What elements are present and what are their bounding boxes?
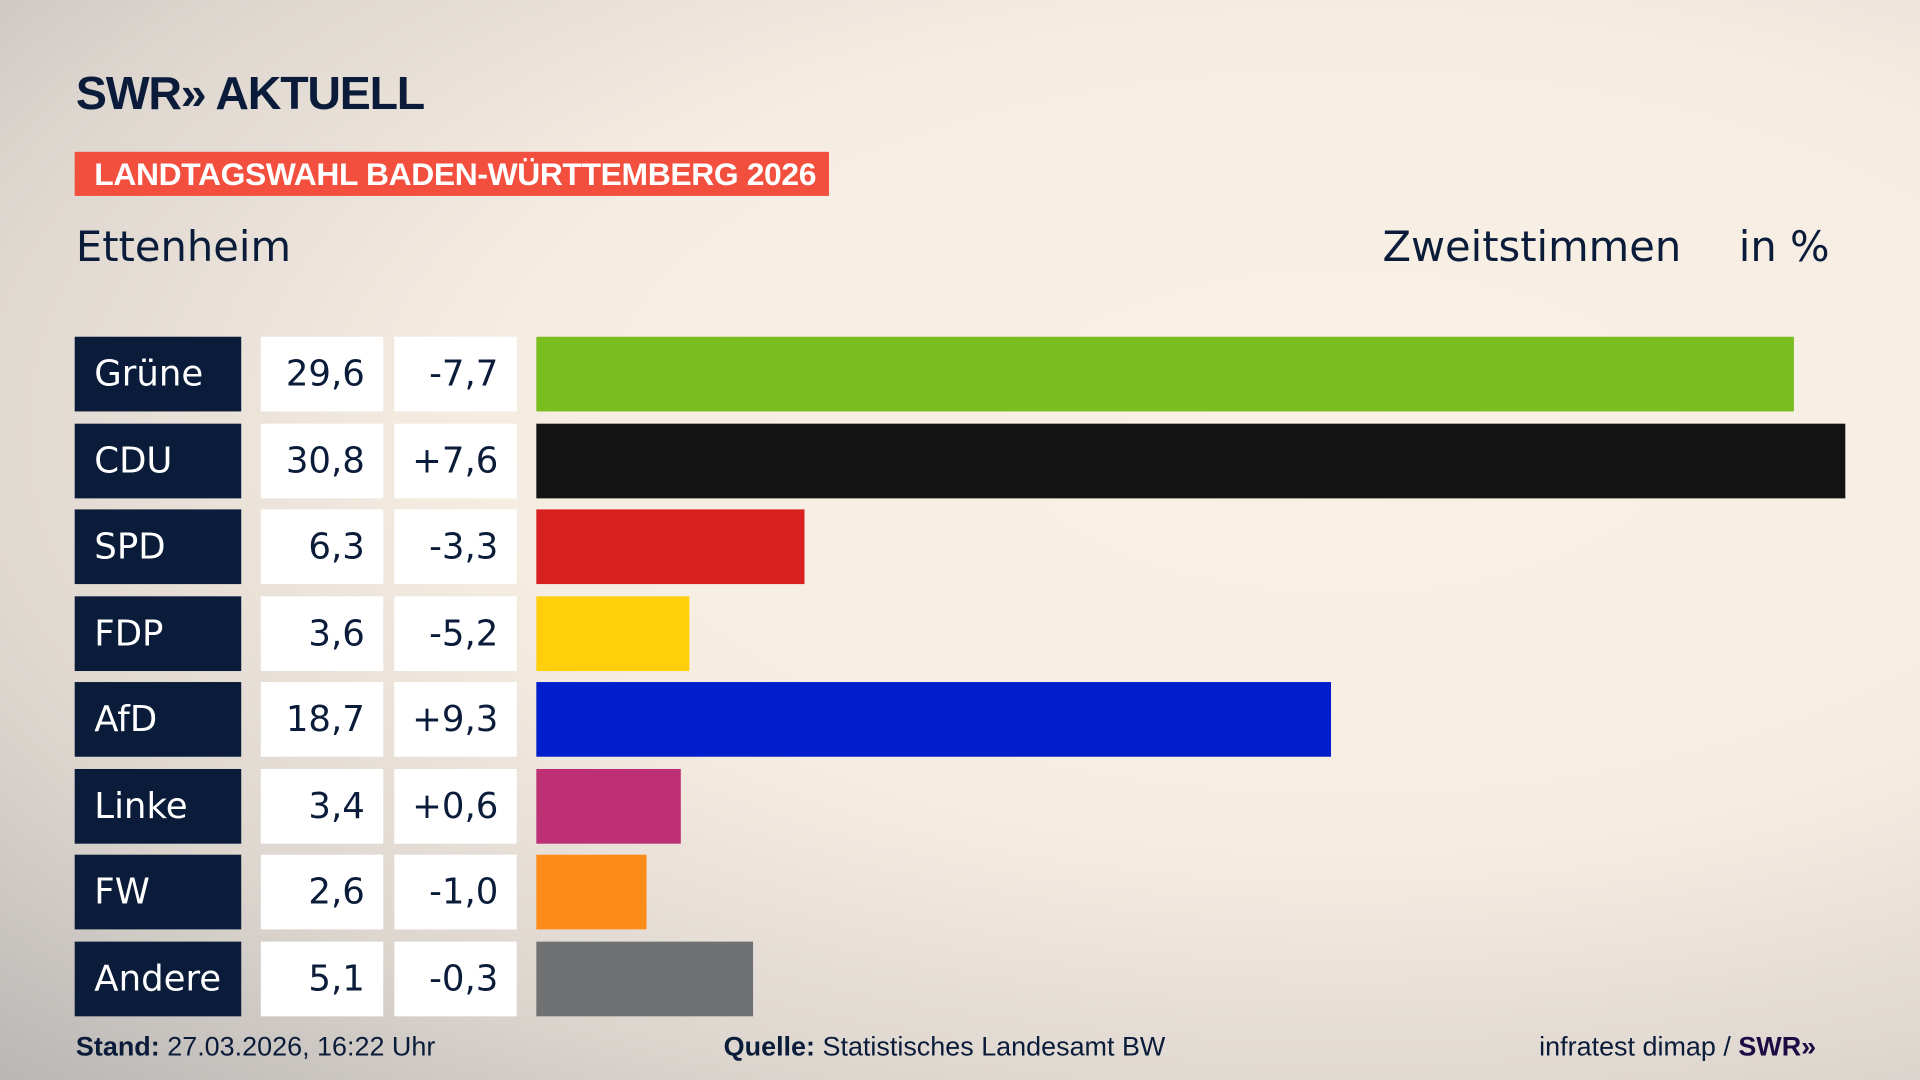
timestamp: Stand: 27.03.2026, 16:22 Uhr — [76, 1031, 435, 1063]
change-label: -5,2 — [394, 595, 517, 671]
party-label: CDU — [74, 423, 242, 498]
source: Quelle: Statistisches Landesamt BW — [724, 1031, 1166, 1063]
change-label: -7,7 — [394, 336, 517, 412]
swr-small-logo: SWR» — [1738, 1031, 1817, 1062]
party-label: FW — [74, 854, 242, 930]
value-label: 3,4 — [260, 768, 384, 844]
value-label: 6,3 — [260, 509, 384, 585]
change-label: +7,6 — [394, 423, 517, 498]
election-banner: LANDTAGSWAHL BADEN-WÜRTTEMBERG 2026 — [74, 151, 829, 196]
unit-label: in % — [1738, 222, 1830, 272]
bar-row: FW 2,6 -1,0 — [0, 854, 1920, 930]
credit-text: infratest dimap / — [1539, 1031, 1739, 1062]
bar — [536, 941, 754, 1016]
value-label: 29,6 — [260, 336, 384, 412]
source-label: Quelle: — [723, 1031, 815, 1062]
bar-row: FDP 3,6 -5,2 — [0, 595, 1920, 671]
party-label: FDP — [74, 595, 242, 671]
bar — [536, 768, 681, 844]
change-label: +9,3 — [394, 682, 517, 757]
value-label: 3,6 — [260, 595, 384, 671]
place-title: Ettenheim — [75, 222, 292, 272]
bar — [536, 682, 1332, 757]
party-label: AfD — [74, 682, 242, 757]
stand-label: Stand: — [75, 1031, 160, 1062]
vote-type-label: Zweitstimmen — [1382, 222, 1682, 272]
bar — [536, 854, 647, 930]
value-label: 5,1 — [260, 941, 384, 1016]
bar-row: AfD 18,7 +9,3 — [0, 682, 1920, 757]
value-label: 2,6 — [260, 854, 384, 930]
party-label: SPD — [74, 509, 242, 585]
party-label: Linke — [74, 768, 242, 844]
bar-row: Andere 5,1 -0,3 — [0, 941, 1920, 1016]
bar — [536, 336, 1795, 412]
bar — [536, 509, 805, 585]
credit: infratest dimap / SWR» — [1539, 1031, 1816, 1063]
source-value: Statistisches Landesamt BW — [822, 1031, 1166, 1062]
bar-row: CDU 30,8 +7,6 — [0, 423, 1920, 498]
change-label: -3,3 — [394, 509, 517, 585]
value-label: 18,7 — [260, 682, 384, 757]
swr-aktuell-logo: SWR» AKTUELL — [75, 68, 425, 121]
stand-value: 27.03.2026, 16:22 Uhr — [167, 1031, 436, 1062]
bar-row: Linke 3,4 +0,6 — [0, 768, 1920, 844]
bar — [536, 595, 690, 671]
bar — [536, 423, 1846, 498]
change-label: -1,0 — [394, 854, 517, 930]
party-label: Grüne — [74, 336, 242, 412]
change-label: +0,6 — [394, 768, 517, 844]
party-label: Andere — [74, 941, 242, 1016]
bar-row: Grüne 29,6 -7,7 — [0, 336, 1920, 412]
change-label: -0,3 — [394, 941, 517, 1016]
bar-row: SPD 6,3 -3,3 — [0, 509, 1920, 585]
value-label: 30,8 — [260, 423, 384, 498]
